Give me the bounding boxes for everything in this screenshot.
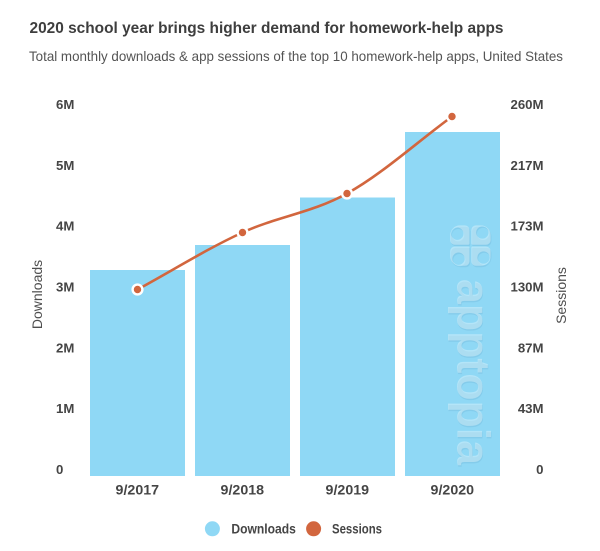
svg-text:43M: 43M <box>518 401 544 416</box>
svg-text:apptopia: apptopia <box>447 279 499 465</box>
svg-text:2020 school year brings higher: 2020 school year brings higher demand fo… <box>30 20 504 37</box>
svg-text:9/2019: 9/2019 <box>326 481 370 497</box>
svg-text:Downloads: Downloads <box>231 521 296 536</box>
svg-text:9/2017: 9/2017 <box>116 481 160 497</box>
svg-text:Downloads: Downloads <box>29 260 45 329</box>
svg-text:6M: 6M <box>56 97 74 112</box>
svg-text:1M: 1M <box>56 401 74 416</box>
svg-text:2M: 2M <box>56 340 74 355</box>
svg-text:173M: 173M <box>511 219 544 234</box>
svg-text:9/2018: 9/2018 <box>221 481 265 497</box>
svg-text:apptopia: apptopia <box>448 280 500 466</box>
svg-text:Sessions: Sessions <box>553 267 569 324</box>
svg-text:Sessions: Sessions <box>332 521 382 536</box>
svg-text:0: 0 <box>536 462 543 477</box>
svg-text:9/2020: 9/2020 <box>431 481 475 497</box>
svg-text:3M: 3M <box>56 280 74 295</box>
svg-text:217M: 217M <box>511 158 544 173</box>
svg-text:Total monthly downloads & app: Total monthly downloads & app sessions o… <box>29 48 563 64</box>
svg-text:260M: 260M <box>511 97 544 112</box>
svg-text:5M: 5M <box>56 158 74 173</box>
svg-text:130M: 130M <box>511 280 544 295</box>
svg-text:4M: 4M <box>56 219 74 234</box>
svg-text:87M: 87M <box>518 340 544 355</box>
svg-text:0: 0 <box>56 462 63 477</box>
